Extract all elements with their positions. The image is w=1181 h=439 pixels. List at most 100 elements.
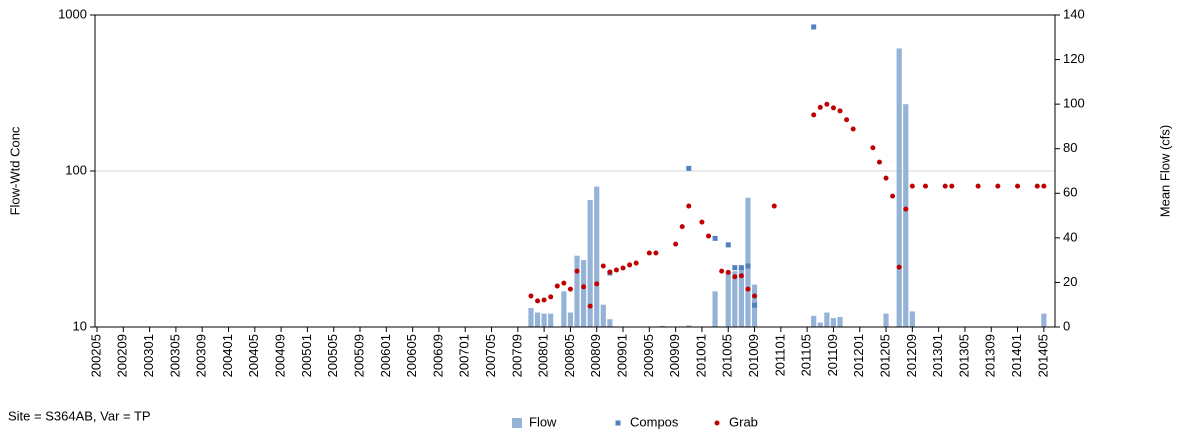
grab-point — [653, 250, 659, 256]
bar — [896, 48, 902, 328]
legend-label: Grab — [729, 414, 758, 429]
compos-point — [811, 24, 817, 30]
grab-point — [732, 274, 738, 280]
grab-point — [607, 269, 613, 275]
bar — [534, 312, 541, 327]
bar — [607, 319, 613, 327]
x-tick-label: 201001 — [693, 334, 708, 377]
grab-point — [679, 224, 685, 230]
y2-tick-label: 140 — [1063, 6, 1085, 21]
bar — [541, 313, 547, 327]
x-tick-label: 200905 — [641, 334, 656, 377]
y2-tick-label: 80 — [1063, 140, 1077, 155]
x-tick-label: 201305 — [956, 334, 971, 377]
y2-axis-title: Mean Flow (cfs) — [1157, 125, 1172, 217]
x-tick-label: 200901 — [614, 334, 629, 377]
x-tick-label: 201005 — [720, 334, 735, 377]
bar — [883, 313, 889, 327]
grab-point — [673, 241, 679, 247]
grab-point — [817, 104, 823, 110]
bar — [738, 266, 744, 327]
grab-point — [706, 233, 712, 239]
bar — [587, 199, 593, 327]
y2-tick-label: 0 — [1063, 318, 1070, 333]
bar — [811, 315, 817, 327]
bar — [528, 308, 534, 327]
grab-point — [909, 183, 915, 189]
x-tick-label: 200209 — [115, 334, 130, 377]
grab-point — [554, 283, 560, 289]
grab-point — [896, 264, 902, 270]
grab-point — [824, 101, 830, 107]
grab-point — [620, 265, 626, 271]
grab-point — [561, 280, 567, 286]
grab-point — [699, 219, 705, 225]
grab-point — [975, 183, 981, 189]
legend-label: Compos — [630, 414, 679, 429]
bar — [712, 291, 718, 327]
y2-tick-label: 100 — [1063, 96, 1085, 111]
compos-point — [712, 235, 718, 241]
x-tick-label: 200801 — [536, 334, 551, 377]
grab-point — [1041, 183, 1047, 189]
grab-point — [587, 303, 593, 309]
x-tick-label: 201401 — [1009, 334, 1024, 377]
x-tick-label: 200701 — [457, 334, 472, 377]
x-tick-label: 200605 — [404, 334, 419, 377]
grab-point — [876, 159, 882, 165]
grab-point — [567, 286, 573, 292]
x-tick-label: 201405 — [1035, 334, 1050, 377]
grab-point — [548, 294, 554, 300]
y-tick-label: 10 — [73, 318, 87, 333]
bar — [600, 304, 606, 327]
bar — [725, 271, 731, 327]
compos-point — [686, 165, 692, 171]
plot-frame — [94, 14, 1056, 328]
grab-point — [903, 206, 909, 212]
grab-point — [574, 268, 580, 274]
bar — [909, 311, 915, 327]
grab-point — [883, 175, 889, 181]
grab-point — [890, 193, 896, 199]
bar — [580, 260, 587, 327]
x-tick-label: 200205 — [88, 334, 103, 377]
x-tick-label: 201101 — [772, 334, 787, 376]
grab-point — [771, 203, 777, 209]
bar — [745, 197, 751, 327]
grab-point — [646, 250, 652, 256]
x-tick-label: 200709 — [509, 334, 524, 377]
grab-point — [1015, 183, 1021, 189]
bar — [561, 291, 567, 327]
bar — [567, 312, 574, 327]
x-tick-label: 201309 — [983, 334, 998, 377]
bar — [548, 313, 554, 327]
grab-point — [633, 260, 639, 266]
bar — [594, 186, 600, 327]
y-axis-title: Flow-Wtd Conc — [7, 126, 22, 215]
bar — [817, 322, 823, 327]
x-tick-label: 201205 — [877, 334, 892, 377]
y-tick-label: 100 — [65, 162, 87, 177]
grab-point — [811, 112, 817, 118]
x-tick-label: 200305 — [167, 334, 182, 377]
x-tick-label: 200909 — [667, 334, 682, 377]
grab-point — [995, 183, 1001, 189]
compos-point — [752, 302, 758, 308]
grab-point — [844, 117, 850, 123]
x-tick-label: 201105 — [799, 334, 814, 376]
grab-point — [594, 281, 600, 287]
y2-tick-label: 20 — [1063, 274, 1077, 289]
x-tick-label: 201009 — [746, 334, 761, 377]
grab-point — [745, 286, 751, 292]
x-tick-label: 200601 — [378, 334, 393, 377]
bar — [830, 318, 837, 327]
bar — [903, 104, 909, 328]
grab-point — [870, 145, 876, 151]
compos-point — [738, 265, 744, 271]
x-tick-label: 201301 — [930, 334, 945, 377]
x-tick-label: 200809 — [588, 334, 603, 377]
legend-swatch — [512, 418, 522, 428]
bar — [824, 312, 830, 327]
x-tick-label: 200509 — [351, 334, 366, 377]
x-tick-label: 200401 — [220, 334, 235, 377]
